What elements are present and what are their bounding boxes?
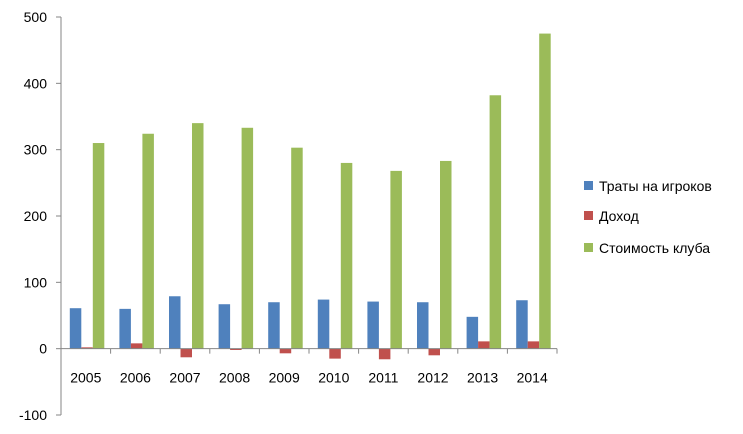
y-axis: 500 400 300 200 100 0 -100 bbox=[19, 9, 62, 423]
legend-label-0: Траты на игроков bbox=[599, 178, 712, 194]
bar-2-2005 bbox=[92, 143, 105, 349]
x-tick-label: 2014 bbox=[517, 370, 548, 386]
legend-swatch-0 bbox=[584, 181, 593, 190]
bar-2-2013 bbox=[489, 95, 502, 349]
bar-0-2011 bbox=[367, 301, 379, 349]
bar-1-2005 bbox=[81, 347, 93, 349]
bar-1-2009 bbox=[279, 348, 292, 354]
bar-0-2013 bbox=[466, 316, 479, 349]
bar-2-2008 bbox=[241, 127, 254, 349]
bar-1-2007 bbox=[180, 348, 192, 358]
bar-0-2012 bbox=[417, 302, 429, 349]
bar-1-2014 bbox=[527, 341, 540, 349]
bar-1-2011 bbox=[378, 348, 391, 360]
x-axis: 2005 2006 2007 2008 2009 2010 2011 2012 2013 2014 bbox=[60, 348, 558, 386]
bar-1-2013 bbox=[478, 341, 490, 349]
legend: Траты на игроков Доход Стоимость клуба bbox=[584, 178, 712, 256]
bars bbox=[69, 33, 551, 360]
bar-0-2005 bbox=[69, 308, 82, 349]
bar-2-2009 bbox=[291, 147, 303, 349]
x-tick-label: 2009 bbox=[269, 370, 300, 386]
bar-1-2010 bbox=[329, 348, 341, 359]
x-tick-label: 2010 bbox=[318, 370, 349, 386]
legend-swatch-1 bbox=[584, 211, 593, 220]
y-tick-label: 300 bbox=[24, 142, 48, 158]
bar-2-2007 bbox=[192, 123, 204, 349]
bar-2-2014 bbox=[539, 33, 551, 349]
bar-2-2012 bbox=[440, 160, 452, 349]
legend-label-2: Стоимость клуба bbox=[599, 240, 710, 256]
bar-2-2010 bbox=[340, 162, 353, 349]
bar-0-2009 bbox=[268, 302, 280, 349]
y-tick-label: 0 bbox=[39, 341, 47, 357]
bar-1-2012 bbox=[428, 348, 440, 356]
x-tick-label: 2013 bbox=[467, 370, 498, 386]
y-tick-label: 400 bbox=[24, 75, 48, 91]
y-tick-label: 200 bbox=[24, 208, 48, 224]
bar-2-2011 bbox=[390, 170, 402, 349]
y-tick-label: 500 bbox=[24, 9, 48, 25]
x-tick-label: 2012 bbox=[417, 370, 448, 386]
x-tick-label: 2005 bbox=[70, 370, 101, 386]
bar-2-2006 bbox=[142, 133, 154, 349]
bar-1-2008 bbox=[230, 348, 242, 350]
bar-0-2010 bbox=[317, 299, 330, 349]
x-tick-label: 2007 bbox=[169, 370, 200, 386]
y-tick-label: -100 bbox=[19, 407, 47, 423]
legend-label-1: Доход bbox=[599, 208, 639, 224]
bar-0-2007 bbox=[169, 296, 181, 349]
x-tick-label: 2006 bbox=[120, 370, 151, 386]
bar-0-2008 bbox=[218, 304, 231, 349]
bar-0-2014 bbox=[516, 300, 528, 349]
x-tick-label: 2011 bbox=[368, 370, 398, 386]
x-tick-label: 2008 bbox=[219, 370, 250, 386]
y-tick-label: 100 bbox=[24, 274, 48, 290]
legend-swatch-2 bbox=[584, 243, 593, 252]
bar-0-2006 bbox=[119, 308, 131, 349]
bar-1-2006 bbox=[130, 343, 143, 349]
